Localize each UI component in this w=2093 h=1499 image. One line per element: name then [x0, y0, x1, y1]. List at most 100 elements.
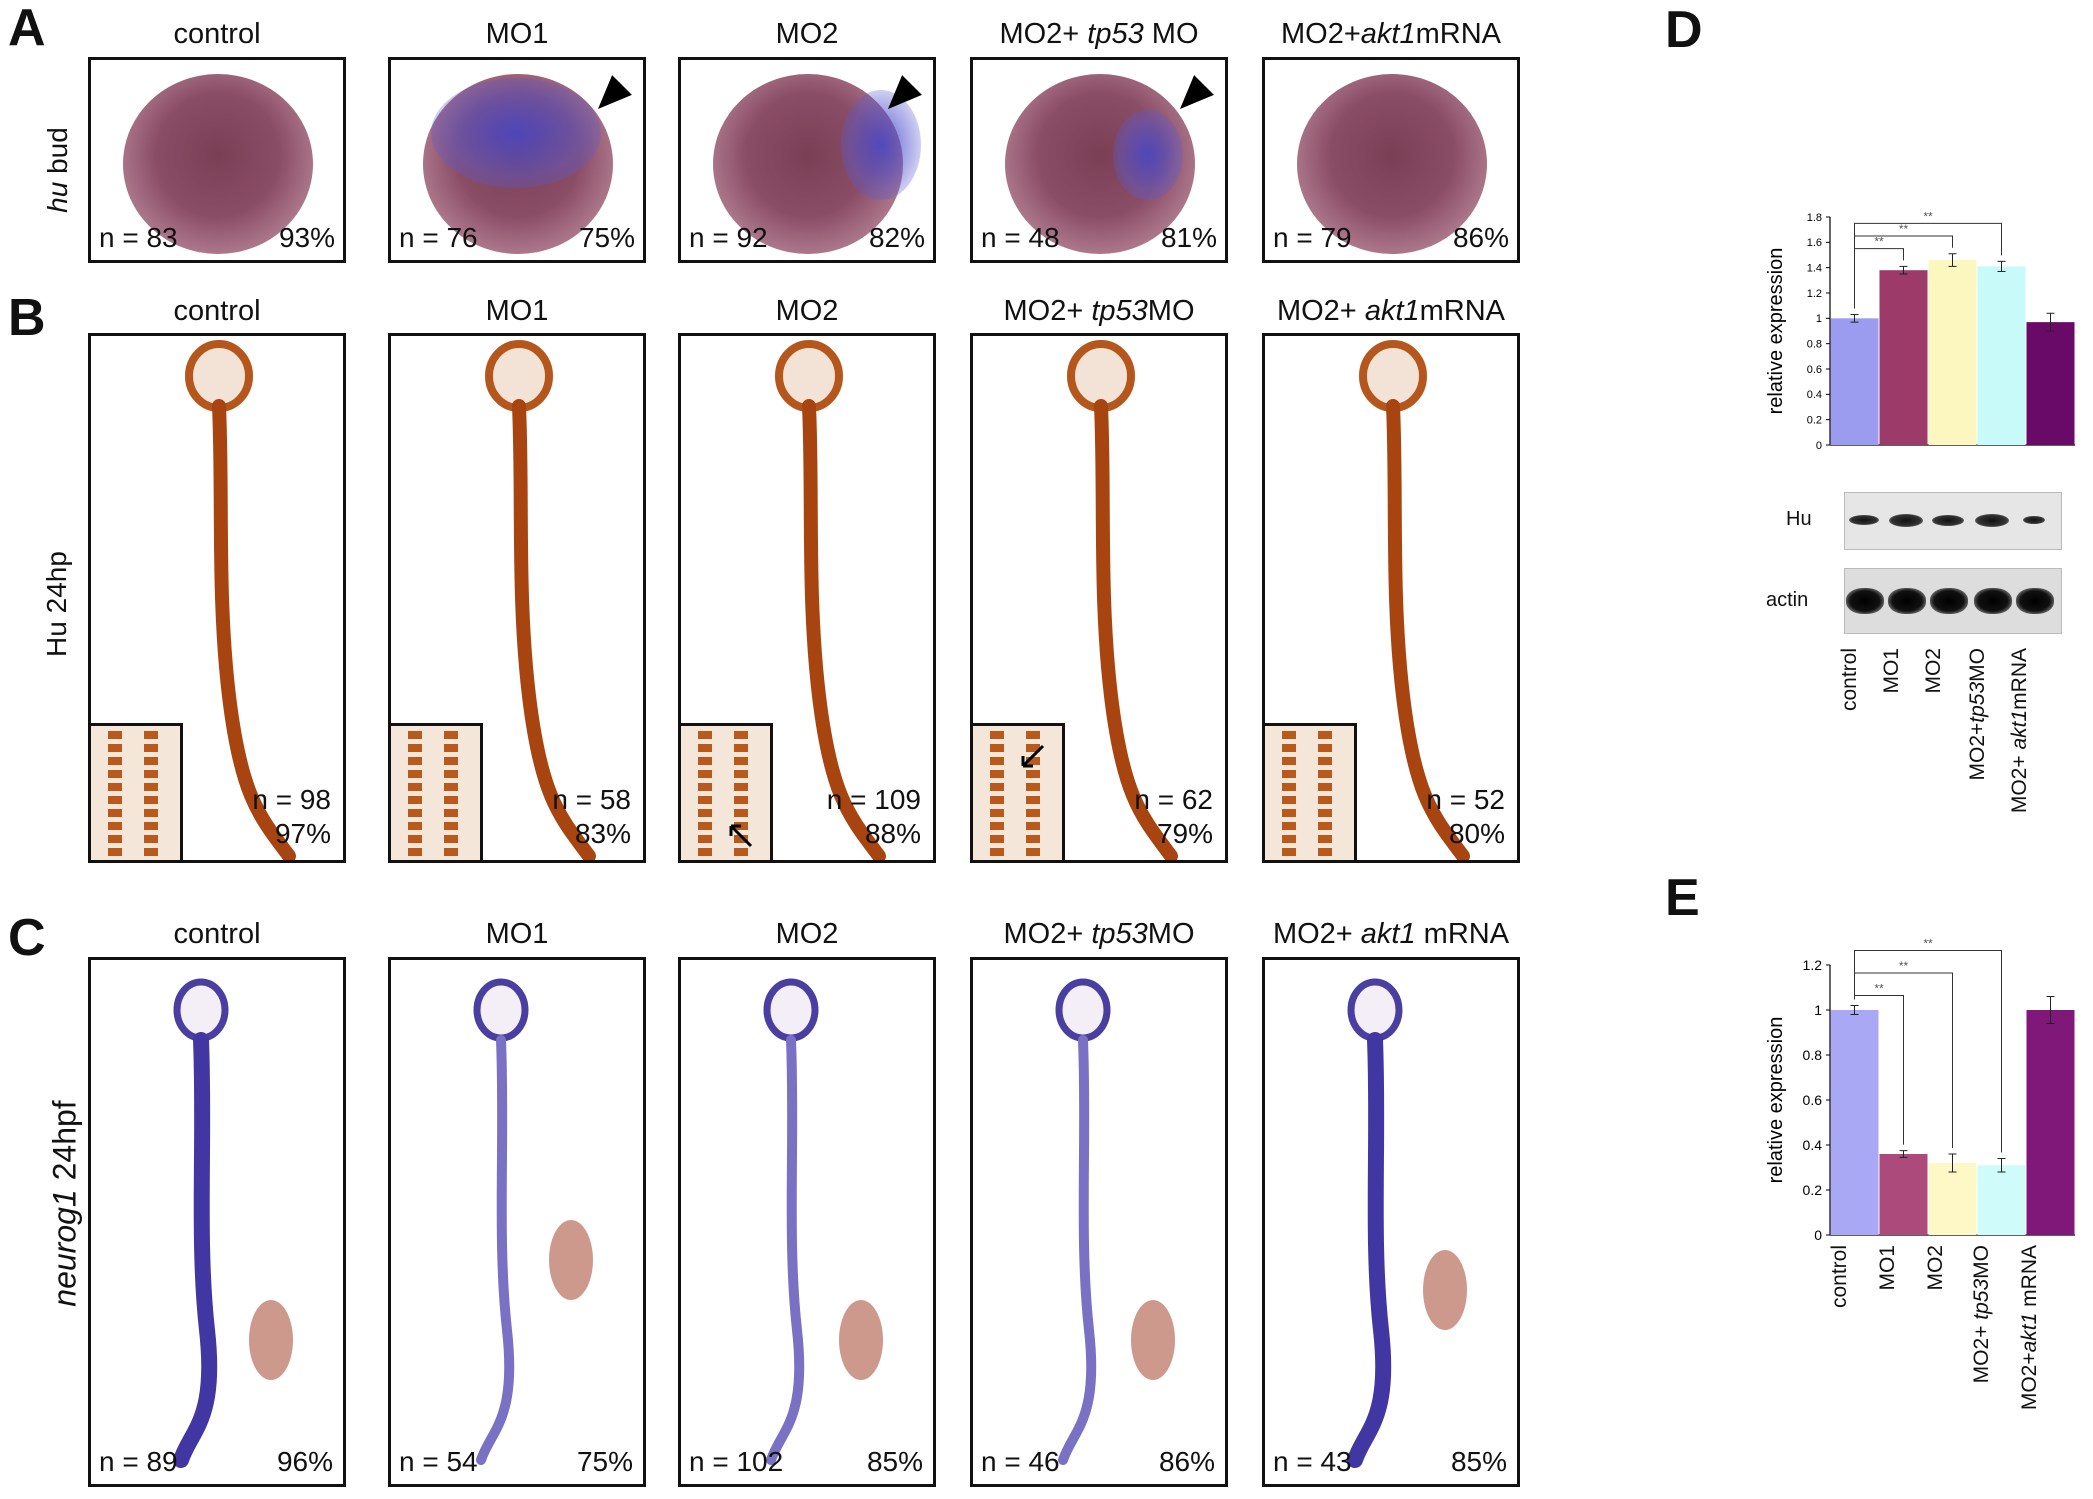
- category-label: MO2+akt1 mRNA: [2018, 1245, 2042, 1465]
- embryo-panel: n = 92 82%: [678, 57, 936, 263]
- title-italic: akt1: [1360, 18, 1416, 50]
- actin-band: [1888, 588, 1926, 614]
- y-axis-label: relative expression: [1765, 1017, 1787, 1184]
- bar: [1830, 318, 1879, 445]
- column-title: control: [68, 918, 366, 951]
- western-blot: [1800, 492, 2062, 634]
- title-italic: tp53: [1091, 295, 1148, 327]
- blot-label-actin: actin: [1766, 589, 1809, 611]
- spinal-cord-staining: [1347, 1032, 1392, 1468]
- label-suffix: MO: [1969, 1245, 1993, 1279]
- title-italic: tp53: [1087, 18, 1144, 50]
- hu-band: [1975, 513, 2009, 527]
- y-tick-label: 1.2: [1807, 288, 1822, 300]
- brain-staining: [1347, 978, 1403, 1042]
- percentage: 79%: [1156, 818, 1213, 849]
- title-suffix: mRNA: [1419, 295, 1506, 327]
- yolk-extension: [839, 1300, 883, 1380]
- hu-band: [1889, 513, 1923, 527]
- category-label: MO1: [1880, 648, 1904, 868]
- label-italic: akt1: [2007, 709, 2031, 750]
- significance-marker: **: [1899, 959, 1909, 973]
- significance-marker: **: [1874, 982, 1884, 996]
- yolk-extension: [1131, 1300, 1175, 1380]
- label-suffix: MO: [1965, 648, 1989, 682]
- title-text: MO2: [775, 918, 839, 950]
- category-label: MO2+ tp53MO: [1970, 1245, 1994, 1465]
- hu-embryo-panel: n = 58 83%: [388, 333, 646, 863]
- column-title: control: [68, 18, 366, 51]
- neurog1-embryo-drawing: [763, 978, 883, 1465]
- brain-staining: [763, 978, 819, 1042]
- sample-count: n = 48: [981, 222, 1060, 253]
- inset-magnified: [973, 723, 1065, 860]
- hu-embryo-drawing: [185, 340, 296, 860]
- brain-staining: [1055, 978, 1111, 1042]
- percentage: 75%: [576, 1446, 633, 1477]
- arrow-icon: [729, 824, 753, 848]
- column-title: MO1: [368, 295, 666, 328]
- column-title: MO2: [658, 295, 956, 328]
- label-text: control: [1837, 648, 1861, 712]
- actin-band: [1974, 588, 2012, 614]
- sample-count: n = 58: [552, 784, 631, 815]
- hu-band: [1932, 514, 1964, 526]
- label-text: MO2+: [1969, 1319, 1993, 1384]
- percentage: 81%: [1160, 222, 1217, 253]
- neurog1-embryo-drawing: [473, 978, 593, 1465]
- bar: [1928, 1163, 1977, 1235]
- bar: [1879, 1154, 1928, 1235]
- brain-staining: [173, 978, 229, 1042]
- title-text: MO2+: [999, 18, 1088, 50]
- panel-letter-b: B: [8, 289, 46, 347]
- label-text: MO2+: [2017, 1352, 2041, 1411]
- label-text: MO1: [1875, 1245, 1899, 1291]
- significance-marker: **: [1923, 937, 1933, 951]
- y-tick-label: 1: [1816, 313, 1822, 325]
- embryo-panel: n = 76 75%: [388, 57, 646, 263]
- bar: [2026, 1010, 2075, 1235]
- bar: [1879, 270, 1928, 445]
- spinal-cord-staining: [212, 399, 296, 860]
- title-suffix: mRNA: [1415, 918, 1510, 950]
- column-title: MO2: [658, 918, 956, 951]
- sample-count: n = 109: [826, 784, 921, 815]
- sample-count: n = 52: [1426, 784, 1505, 815]
- column-title: MO2+ akt1 mRNA: [1242, 918, 1540, 951]
- y-tick-label: 1.6: [1807, 237, 1822, 249]
- y-tick-label: 0.8: [1807, 339, 1822, 351]
- label-text: control: [1827, 1245, 1851, 1309]
- inset-drawing: [408, 731, 458, 860]
- actin-band: [2016, 588, 2054, 614]
- label-text: MO2+: [2007, 749, 2031, 814]
- spinal-cord-staining: [1058, 1035, 1097, 1465]
- percentage: 93%: [278, 222, 335, 253]
- hu-staining: [1113, 110, 1183, 200]
- y-tick-label: 0: [1814, 1227, 1822, 1240]
- bar: [1928, 260, 1977, 445]
- row-c-label: neurog1 24hpf: [46, 1100, 83, 1307]
- percentage: 88%: [864, 818, 921, 849]
- label-suffix: mRNA: [2007, 648, 2031, 710]
- label-suffix: mRNA: [2017, 1245, 2041, 1313]
- inset-magnified: [681, 723, 773, 860]
- title-text: MO2+: [1003, 918, 1092, 950]
- blot-label-hu: Hu: [1786, 508, 1812, 530]
- inset-magnified: [91, 723, 183, 860]
- hu-embryo-panel: n = 109 88%: [678, 333, 936, 863]
- sample-count: n = 43: [1273, 1446, 1352, 1477]
- category-label: control: [1828, 1245, 1852, 1465]
- y-tick-label: 1: [1814, 1002, 1822, 1018]
- y-tick-label: 0.2: [1803, 1182, 1823, 1198]
- label-italic: tp53: [1965, 681, 1989, 723]
- neurog1-embryo-panel: n = 43 85%: [1262, 957, 1520, 1487]
- title-text: MO2+: [1281, 18, 1361, 50]
- brain-staining: [1067, 340, 1135, 412]
- column-title: control: [68, 295, 366, 328]
- title-text: control: [173, 918, 261, 950]
- arrow-icon: [1021, 744, 1045, 768]
- title-suffix: mRNA: [1415, 18, 1501, 50]
- significance-bracket: [1854, 222, 2002, 309]
- inset-drawing: [1282, 731, 1332, 860]
- hu-embryo-panel: n = 52 80%: [1262, 333, 1520, 863]
